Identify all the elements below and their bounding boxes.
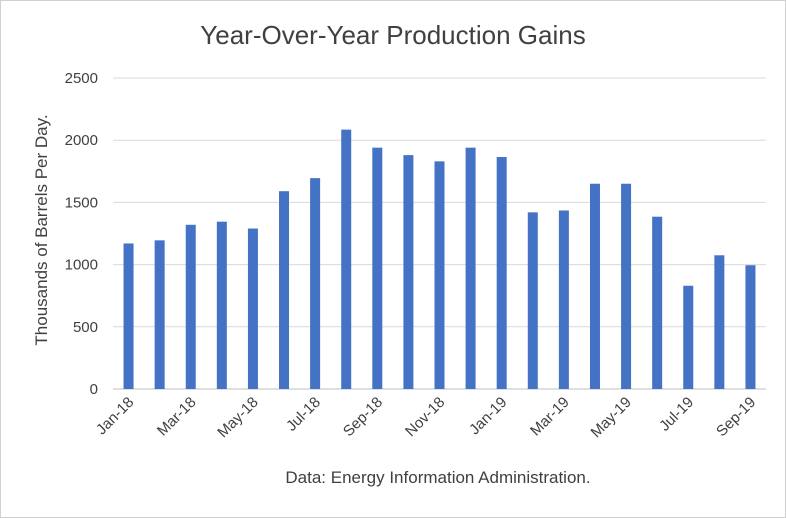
bar-jun-18 xyxy=(279,191,290,389)
bar-may-19 xyxy=(621,183,632,389)
bar-sep-19 xyxy=(745,265,756,389)
bar-may-18 xyxy=(247,228,258,389)
x-tick-label: May-18 xyxy=(214,394,261,441)
y-tick-label: 500 xyxy=(73,319,98,336)
bar-apr-19 xyxy=(589,183,600,389)
x-tick-label: Jul-19 xyxy=(656,394,697,435)
bar-mar-18 xyxy=(185,224,196,389)
y-tick-label: 0 xyxy=(90,381,98,398)
bar-aug-18 xyxy=(341,129,352,389)
bar-mar-19 xyxy=(558,210,569,389)
x-tick-label: Sep-18 xyxy=(340,394,386,440)
y-axis-label: Thousands of Barrels Per Day. xyxy=(32,114,51,345)
y-tick-label: 1000 xyxy=(65,257,98,274)
x-tick-label: Jan-18 xyxy=(93,394,137,438)
bar-jan-19 xyxy=(496,156,507,389)
x-tick-label: May-19 xyxy=(588,394,635,441)
x-tick-label: Jan-19 xyxy=(466,394,510,438)
y-tick-label: 1500 xyxy=(65,194,98,211)
x-axis-caption: Data: Energy Information Administration. xyxy=(285,468,591,487)
y-tick-label: 2500 xyxy=(65,70,98,87)
x-tick-label: Sep-19 xyxy=(713,394,759,440)
bar-apr-18 xyxy=(216,221,227,389)
bar-feb-19 xyxy=(527,212,538,389)
x-tick-label: Nov-18 xyxy=(402,394,448,440)
bar-aug-19 xyxy=(714,255,725,389)
y-tick-label: 2000 xyxy=(65,132,98,149)
x-tick-label: Mar-19 xyxy=(527,394,573,440)
bar-feb-18 xyxy=(154,240,165,389)
bar-nov-18 xyxy=(434,161,445,389)
chart-title: Year-Over-Year Production Gains xyxy=(200,20,586,50)
x-tick-label: Jul-18 xyxy=(283,394,324,435)
bar-dec-18 xyxy=(465,147,476,389)
bar-oct-18 xyxy=(403,155,414,389)
bar-jan-18 xyxy=(123,243,134,389)
bars xyxy=(123,129,756,389)
bar-jun-19 xyxy=(652,216,663,389)
bar-jul-18 xyxy=(310,178,321,389)
bar-jul-19 xyxy=(683,285,694,389)
x-tick-label: Mar-18 xyxy=(154,394,200,440)
bar-sep-18 xyxy=(372,147,383,389)
